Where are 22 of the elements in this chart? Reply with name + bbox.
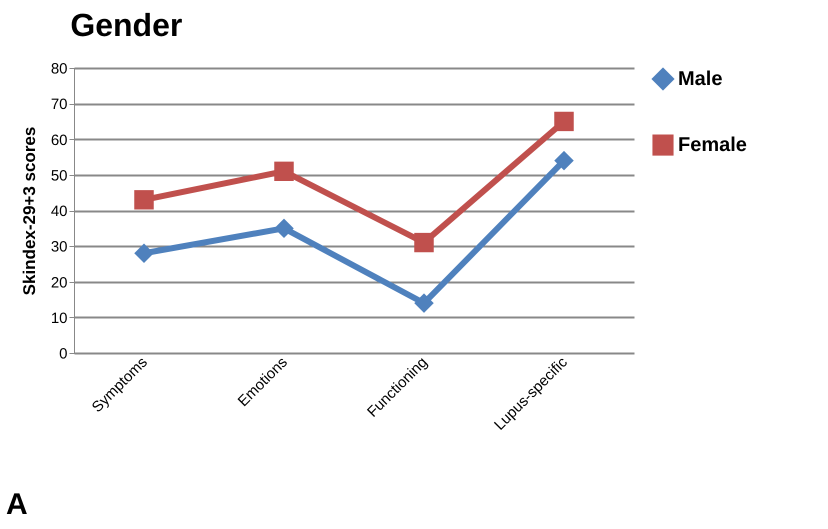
y-tick-label: 80 xyxy=(50,60,68,78)
y-tick-label: 60 xyxy=(50,132,68,149)
point xyxy=(134,244,154,263)
legend-label: Male xyxy=(678,68,722,90)
legend-label: Female xyxy=(678,134,747,156)
text: A xyxy=(6,488,28,522)
y-axis-title: Skindex-29+3 scores xyxy=(20,126,39,296)
chart-title: Gender xyxy=(70,7,182,43)
point xyxy=(274,162,294,182)
point xyxy=(554,150,574,170)
y-tick-label: 30 xyxy=(50,238,68,256)
y-tick-label: 40 xyxy=(50,203,68,220)
y-tick-label: 0 xyxy=(59,346,68,362)
y-tick-label: 50 xyxy=(50,167,68,184)
point xyxy=(274,218,294,238)
y-tick-label: 70 xyxy=(50,96,68,114)
y-tick-label: 10 xyxy=(50,310,68,327)
point xyxy=(414,232,434,252)
point xyxy=(414,293,434,313)
point xyxy=(554,112,574,132)
point xyxy=(134,190,154,210)
y-tick-label: 20 xyxy=(50,274,68,292)
